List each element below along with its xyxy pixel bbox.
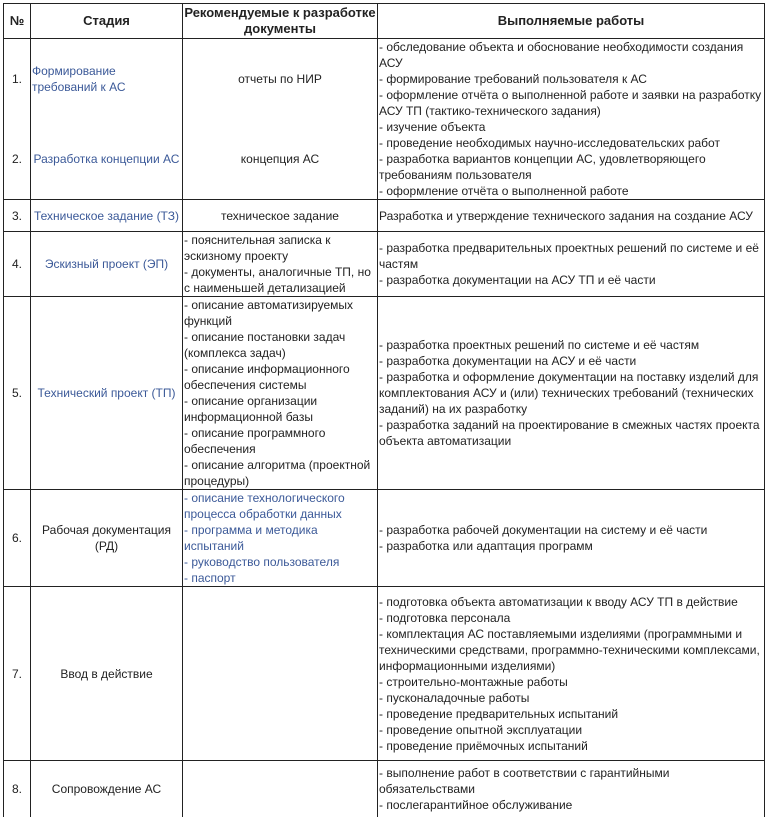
header-num: №	[3, 3, 31, 39]
work-item: - обследование объекта и обоснование нео…	[379, 40, 744, 70]
document-item[interactable]: - руководство пользователя	[184, 555, 340, 569]
stage-name: Техническое задание (ТЗ)	[30, 199, 183, 232]
work-item: - подготовка объекта автоматизации к вво…	[379, 594, 738, 609]
stage-number: 6.	[3, 489, 31, 587]
recommended-documents: - пояснительная записка к эскизному прое…	[182, 231, 378, 297]
document-item: - описание организации информационной ба…	[184, 394, 318, 424]
work-item: - разработка и оформление документации н…	[379, 370, 759, 416]
work-item: Разработка и утверждение технического за…	[379, 208, 753, 223]
works: - обследование объекта и обоснование нео…	[377, 38, 765, 119]
works: - разработка предварительных проектных р…	[377, 231, 765, 297]
table-row: 5. Технический проект (ТП) - описание авто…	[3, 296, 765, 490]
table-header-row: № Стадия Рекомендуемые к разработке доку…	[3, 3, 765, 39]
work-item: - разработка вариантов концепции АС, удо…	[379, 152, 706, 182]
stage-name: Эскизный проект (ЭП)	[30, 231, 183, 297]
stage-number: 4.	[3, 231, 31, 297]
table-row: 6. Рабочая документация (РД) - описание те…	[3, 489, 765, 587]
work-item: - проведение опытной эксплуатации	[379, 722, 583, 737]
work-item: - разработка предварительных проектных р…	[379, 241, 759, 271]
stage-name: Формирование требований к АС	[30, 38, 183, 119]
stage-number: 3.	[3, 199, 31, 232]
work-item: - разработка проектных решений по систем…	[379, 338, 700, 352]
work-item: - разработка документации на АСУ ТП и её…	[379, 273, 656, 287]
document-item[interactable]: - описание технологического процесса обр…	[184, 491, 345, 521]
works: - разработка проектных решений по систем…	[377, 296, 765, 490]
table-row: 7. Ввод в действие - подготовка объекта ав…	[3, 586, 765, 761]
document-item[interactable]: - паспорт	[184, 571, 236, 585]
stage-link[interactable]: Техническое задание (ТЗ)	[33, 208, 179, 223]
work-item: - проведение необходимых научно-исследов…	[379, 136, 720, 150]
work-item: - разработка документации на АСУ и её ча…	[379, 354, 637, 368]
document-item: техническое задание	[221, 208, 339, 223]
work-item: - послегарантийное обслуживание	[379, 797, 573, 812]
works: - разработка рабочей документации на сис…	[377, 489, 765, 587]
work-item: - изучение объекта	[379, 120, 486, 134]
table-row: 2. Разработка концепции АС концепция АС - и…	[3, 119, 765, 200]
work-item: - подготовка персонала	[379, 610, 511, 625]
work-item: - комплектация АС поставляемыми изделиям…	[379, 626, 760, 673]
stage-name: Сопровождение АС	[30, 760, 183, 817]
stages-table: № Стадия Рекомендуемые к разработке доку…	[3, 3, 765, 817]
header-works: Выполняемые работы	[377, 3, 765, 39]
recommended-documents: - описание автоматизируемых функций - опи…	[182, 296, 378, 490]
stage-number: 5.	[3, 296, 31, 490]
document-item: - описание постановки задач (комплекса з…	[184, 330, 346, 360]
document-item: - документы, аналогичные ТП, но с наимен…	[184, 265, 371, 295]
recommended-documents: концепция АС	[182, 119, 378, 200]
header-stage: Стадия	[30, 3, 183, 39]
table-row: 3. Техническое задание (ТЗ) техническое за…	[3, 199, 765, 232]
document-item: - описание программного обеспечения	[184, 426, 326, 456]
document-item: отчеты по НИР	[238, 72, 322, 86]
document-item: - описание автоматизируемых функций	[184, 298, 354, 328]
work-item: - пусконаладочные работы	[379, 690, 530, 705]
work-item: - строительно-монтажные работы	[379, 674, 568, 689]
work-item: - разработка заданий на проектирование в…	[379, 418, 760, 448]
table-row: 4. Эскизный проект (ЭП) - пояснительная за…	[3, 231, 765, 297]
stage-link[interactable]: Технический проект (ТП)	[37, 386, 176, 400]
work-item: - оформление отчёта о выполненной работе	[379, 184, 629, 198]
work-item: - проведение приёмочных испытаний	[379, 738, 588, 753]
recommended-documents: - описание технологического процесса обр…	[182, 489, 378, 587]
stage-number: 7.	[3, 586, 31, 761]
work-item: - выполнение работ в соответствии с гара…	[379, 765, 670, 796]
works: - подготовка объекта автоматизации к вво…	[377, 586, 765, 761]
stage-number: 8.	[3, 760, 31, 817]
document-item: концепция АС	[240, 152, 320, 166]
stage-name: Технический проект (ТП)	[30, 296, 183, 490]
stage-name: Разработка концепции АС	[30, 119, 183, 200]
stage-number: 2.	[3, 119, 31, 200]
stage-name: Ввод в действие	[30, 586, 183, 761]
work-item: - разработка рабочей документации на сис…	[379, 523, 708, 537]
document-item: - описание алгоритма (проектной процедур…	[184, 458, 371, 488]
document-item[interactable]: - программа и методика испытаний	[184, 523, 318, 553]
recommended-documents: техническое задание	[182, 199, 378, 232]
works: - изучение объекта - проведение необходим…	[377, 119, 765, 200]
header-docs: Рекомендуемые к разработке документы	[182, 3, 378, 39]
stage-link[interactable]: Формирование требований к АС	[32, 64, 126, 94]
works: - выполнение работ в соответствии с гара…	[377, 760, 765, 817]
work-item: - оформление отчёта о выполненной работе…	[379, 88, 762, 118]
work-item: - разработка или адаптация программ	[379, 539, 593, 553]
work-item: - формирование требований пользователя к…	[379, 72, 647, 86]
work-item: - проведение предварительных испытаний	[379, 706, 619, 721]
works: Разработка и утверждение технического за…	[377, 199, 765, 232]
recommended-documents	[182, 760, 378, 817]
stage-number: 1.	[3, 38, 31, 119]
stage-link[interactable]: Эскизный проект (ЭП)	[44, 257, 169, 271]
table-row: 1. Формирование требований к АС отчеты по …	[3, 38, 765, 119]
recommended-documents	[182, 586, 378, 761]
table-row: 8. Сопровождение АС - выполнение работ в с…	[3, 760, 765, 817]
recommended-documents: отчеты по НИР	[182, 38, 378, 119]
stage-link[interactable]: Разработка концепции АС	[33, 152, 180, 166]
document-item: - описание информационного обеспечения с…	[184, 362, 350, 392]
stage-name: Рабочая документация (РД)	[30, 489, 183, 587]
document-item: - пояснительная записка к эскизному прое…	[184, 233, 331, 263]
